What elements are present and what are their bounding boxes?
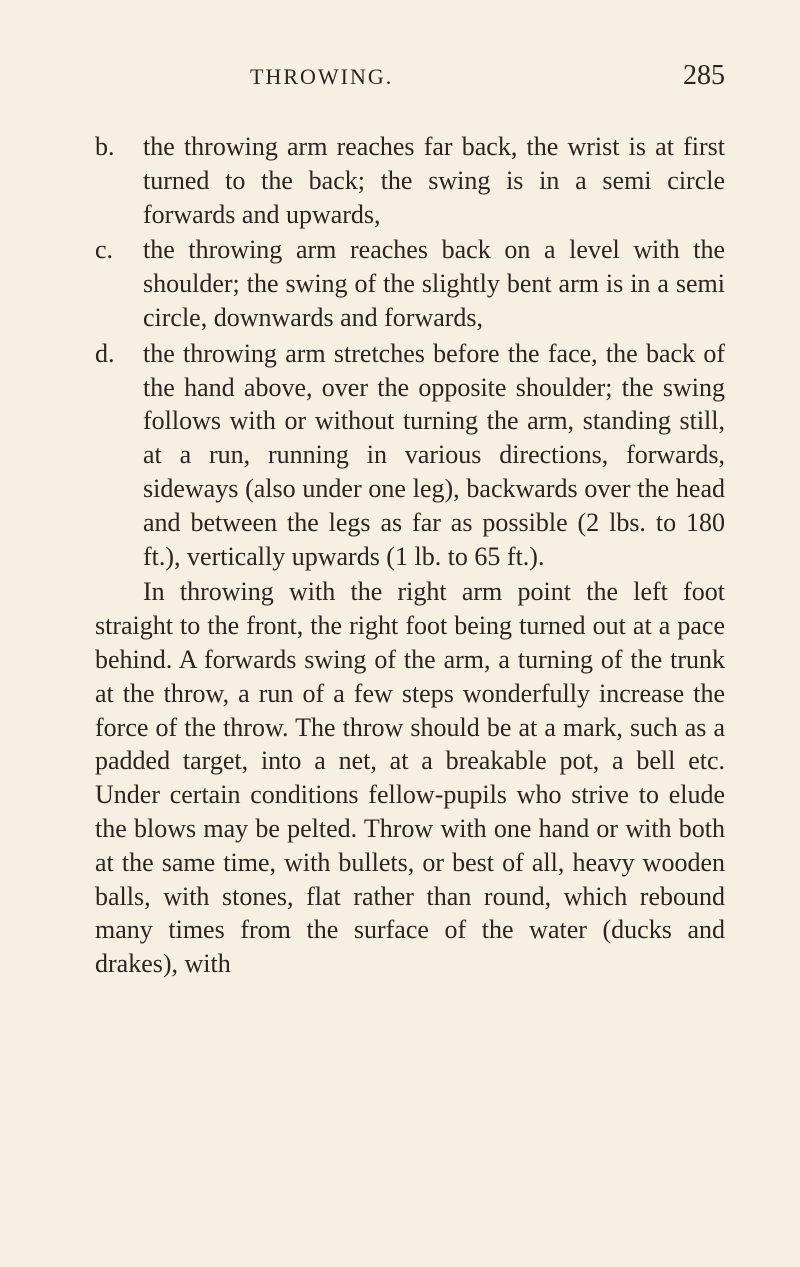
list-label: b.: [95, 130, 143, 231]
list-content: the throwing arm stretches before the fa…: [143, 337, 725, 574]
list-label: d.: [95, 337, 143, 574]
list-item-c: c. the throwing arm reaches back on a le…: [95, 233, 725, 334]
list-item-b: b. the throwing arm reaches far back, th…: [95, 130, 725, 231]
page-header: THROWING. 285: [95, 60, 725, 92]
page-number: 285: [683, 60, 725, 92]
list-label: c.: [95, 233, 143, 334]
list-content: the throwing arm reaches far back, the w…: [143, 130, 725, 231]
section-title: THROWING.: [250, 64, 393, 90]
list-content: the throwing arm reaches back on a level…: [143, 233, 725, 334]
list-item-d: d. the throwing arm stretches before the…: [95, 337, 725, 574]
body-paragraph: In throwing with the right arm point the…: [95, 575, 725, 981]
